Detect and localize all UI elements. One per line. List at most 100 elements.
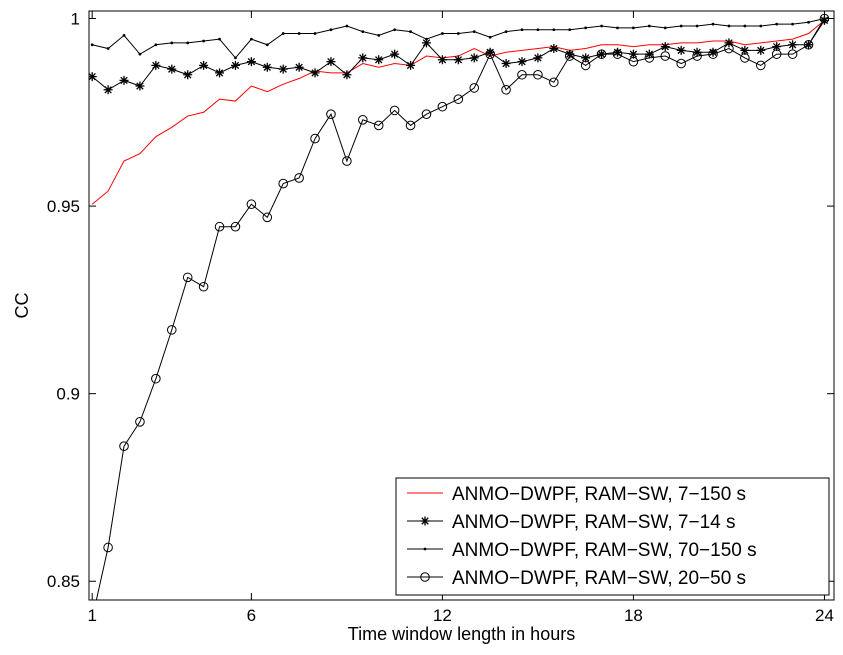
series-2-point-shape [740, 45, 750, 55]
series-3-point [647, 24, 651, 28]
series-3-point [584, 26, 588, 30]
series-3-point [520, 28, 524, 32]
series-4-point [644, 53, 655, 63]
legend-marker [420, 516, 430, 526]
series-2-point-shape [453, 55, 463, 65]
series-3-point [138, 52, 142, 56]
series-3-point [504, 30, 508, 34]
series-4-point [485, 49, 495, 59]
series-4-point [724, 43, 734, 54]
series-2-point [215, 68, 225, 78]
series-2-point-shape [628, 49, 638, 59]
series-3-point [106, 47, 110, 50]
series-3-point [361, 30, 365, 34]
series-4-point [214, 221, 225, 232]
series-4-point [740, 53, 750, 63]
series-4 [95, 13, 830, 600]
series-4-point [182, 272, 193, 283]
series-2-point [740, 45, 750, 55]
series-4-point [517, 69, 527, 80]
series-2-point-shape [103, 85, 113, 95]
series-3-point [695, 24, 699, 28]
series-2-point [628, 49, 638, 59]
series-3-point [377, 33, 381, 37]
series-2-point [135, 81, 145, 91]
series-4-line [95, 18, 825, 600]
legend: ANMO−DWPF, RAM−SW, 7−150 s ANMO−DWPF, RAM… [395, 477, 830, 596]
series-4-point [596, 49, 607, 59]
series-2-point [469, 53, 479, 63]
series-3-point [90, 43, 94, 47]
series-2-point [644, 49, 654, 59]
series-2-point-shape [469, 53, 479, 63]
series-2-point-shape [294, 62, 304, 72]
legend-marker [423, 547, 427, 551]
series-4-point [230, 221, 241, 232]
series-2-point [549, 44, 559, 54]
x-tick-label: 12 [433, 606, 452, 625]
legend-item-3: ANMO−DWPF, RAM−SW, 70−150 s [407, 540, 757, 561]
series-2-point [406, 60, 416, 70]
series-2-point-shape [613, 47, 623, 57]
series-3-point [632, 26, 635, 30]
series-4-point [405, 120, 416, 131]
series-2-point-shape [421, 38, 431, 48]
series-3-point [425, 37, 428, 41]
series-2-point [374, 55, 384, 65]
series-2-point [278, 64, 288, 74]
series-2-point-shape [581, 53, 591, 63]
series-2-point-shape [819, 15, 829, 25]
series-3-point [743, 24, 747, 28]
series-3-point [345, 24, 349, 28]
series-3-point [759, 24, 763, 28]
series-2-point [501, 59, 511, 69]
series-2-point-shape [342, 70, 352, 80]
series-2-point-shape [326, 57, 336, 67]
series-4-point [580, 60, 591, 71]
series-2-point-shape [230, 60, 240, 70]
legend-label: ANMO−DWPF, RAM−SW, 7−150 s [452, 484, 746, 505]
series-3-point [234, 56, 237, 60]
series-2-point-shape [246, 57, 256, 67]
series-3-point [663, 26, 667, 30]
series-3-point [313, 32, 317, 35]
series-3 [90, 17, 826, 60]
series-3-point [488, 35, 492, 39]
legend-label: ANMO−DWPF, RAM−SW, 7−14 s [452, 512, 736, 533]
series-4-point [803, 39, 814, 50]
y-axis-label: CC [12, 293, 32, 319]
series-2-point [230, 60, 240, 70]
series-3-point [154, 43, 158, 47]
series-3-point [775, 22, 779, 26]
series-group [89, 13, 830, 600]
series-2-point-shape [151, 60, 161, 70]
series-2-point [676, 45, 686, 55]
series-2-point [565, 49, 575, 59]
series-3-point [552, 28, 556, 32]
series-3-point [472, 30, 476, 34]
series-2-point-shape [756, 45, 766, 55]
series-2-point-shape [549, 44, 559, 54]
series-2-point-shape [119, 75, 129, 85]
series-2-point-shape [644, 49, 654, 59]
series-2-point-shape [565, 49, 575, 59]
series-3-point [409, 30, 412, 34]
series-4-point [278, 178, 289, 189]
series-4-point [342, 156, 352, 166]
series-2-point [294, 62, 304, 72]
series-3-point [536, 28, 540, 32]
legend-marker [420, 572, 430, 582]
series-2-point-shape [89, 72, 97, 82]
series-4-point [708, 49, 718, 59]
series-2-point-shape [485, 47, 495, 57]
x-tick-label: 24 [815, 606, 834, 625]
x-tick-label: 1 [87, 606, 96, 625]
series-3-point [265, 43, 269, 47]
series-4-point [755, 60, 766, 71]
series-2-point [724, 38, 734, 48]
series-2-point [119, 75, 129, 85]
series-3-point [440, 32, 444, 35]
series-3-point [297, 32, 301, 35]
